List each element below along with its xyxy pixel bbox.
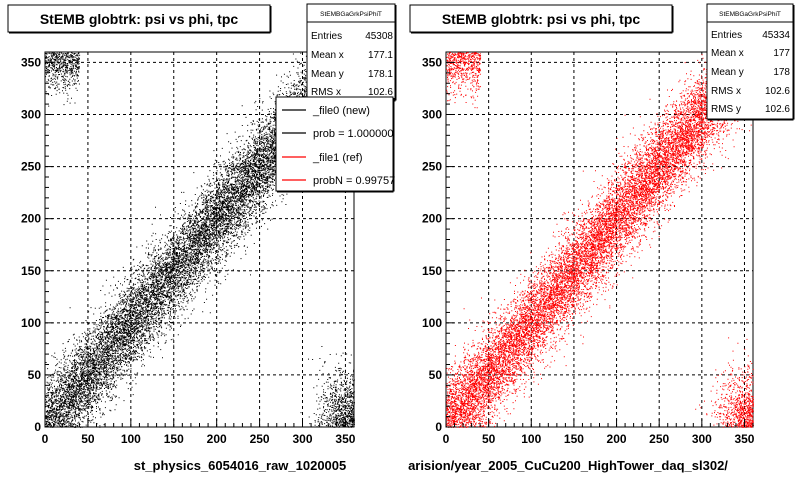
x-tick-label: 300 bbox=[692, 432, 712, 446]
y-tick-label: 100 bbox=[21, 316, 41, 330]
x-tick-label: 200 bbox=[207, 432, 227, 446]
right-stats-value-mean-y: 178 bbox=[773, 67, 790, 78]
right-stats-label-rms-y: RMS y bbox=[711, 104, 741, 115]
right-stats-label-entries: Entries bbox=[711, 30, 742, 41]
right-stats-name: StEMBGaGrkPsiPhiT bbox=[719, 11, 781, 18]
left-scatter-points bbox=[45, 52, 355, 428]
right-y-axis: 0 50 100 150 200 250 300 350 bbox=[422, 51, 454, 434]
left-stats-value-entries: 45308 bbox=[365, 31, 393, 42]
y-tick-label: 100 bbox=[422, 316, 442, 330]
right-scatter-points bbox=[446, 52, 754, 428]
y-tick-label: 300 bbox=[21, 108, 41, 122]
legend-label-probn: probN = 0.99757 bbox=[313, 175, 395, 187]
right-stats-box: StEMBGaGrkPsiPhiT Entries 45334 Mean x 1… bbox=[706, 3, 795, 121]
right-stats-value-entries: 45334 bbox=[762, 30, 790, 41]
right-stats-value-rms-y: 102.6 bbox=[765, 104, 790, 115]
right-stats-value-mean-x: 177 bbox=[773, 48, 790, 59]
y-tick-label: 200 bbox=[422, 212, 442, 226]
left-chart-title: StEMB globtrk: psi vs phi, tpc bbox=[40, 11, 239, 27]
x-tick-label: 150 bbox=[164, 432, 184, 446]
left-grid bbox=[45, 52, 354, 427]
x-tick-label: 100 bbox=[121, 432, 141, 446]
right-stats-value-rms-x: 102.6 bbox=[765, 86, 790, 97]
y-tick-label: 350 bbox=[21, 55, 41, 69]
x-tick-label: 250 bbox=[250, 432, 270, 446]
right-stats-label-mean-x: Mean x bbox=[711, 48, 744, 59]
y-tick-label: 50 bbox=[429, 368, 443, 382]
y-tick-label: 250 bbox=[21, 160, 41, 174]
y-tick-label: 50 bbox=[28, 368, 42, 382]
left-x-axis: 0 50 100 150 200 250 300 350 bbox=[42, 419, 356, 446]
right-x-axis: 0 50 100 150 200 250 300 350 bbox=[443, 419, 755, 446]
x-tick-label: 100 bbox=[521, 432, 541, 446]
x-tick-label: 50 bbox=[482, 432, 496, 446]
left-stats-value-rms-x: 102.6 bbox=[368, 87, 393, 98]
x-tick-label: 0 bbox=[443, 432, 450, 446]
scatter-markers bbox=[446, 52, 754, 428]
left-stats-label-mean-x: Mean x bbox=[311, 50, 344, 61]
left-stats-value-mean-x: 177.1 bbox=[368, 50, 393, 61]
y-tick-label: 150 bbox=[422, 264, 442, 278]
left-y-axis: 0 50 100 150 200 250 300 350 bbox=[21, 51, 53, 434]
x-tick-label: 0 bbox=[42, 432, 49, 446]
legend-label-prob: prob = 1.000000 bbox=[313, 128, 393, 140]
x-tick-label: 250 bbox=[649, 432, 669, 446]
y-tick-label: 350 bbox=[422, 55, 442, 69]
y-tick-label: 150 bbox=[21, 264, 41, 278]
x-tick-label: 150 bbox=[564, 432, 584, 446]
left-stats-label-rms-x: RMS x bbox=[311, 87, 341, 98]
left-stats-box: StEMBGaGrkPsiPhiT Entries 45308 Mean x 1… bbox=[306, 3, 397, 102]
legend-label-file1: _file1 (ref) bbox=[312, 152, 363, 164]
left-stats-value-mean-y: 178.1 bbox=[368, 69, 393, 80]
x-tick-label: 350 bbox=[335, 432, 355, 446]
right-title-box: StEMB globtrk: psi vs phi, tpc bbox=[409, 4, 674, 34]
x-tick-label: 300 bbox=[292, 432, 312, 446]
scatter-markers bbox=[45, 52, 355, 428]
x-tick-label: 200 bbox=[607, 432, 627, 446]
x-tick-label: 50 bbox=[81, 432, 95, 446]
y-tick-label: 300 bbox=[422, 108, 442, 122]
y-tick-label: 250 bbox=[422, 160, 442, 174]
right-stats-label-mean-y: Mean y bbox=[711, 67, 744, 78]
left-x-axis-label: st_physics_6054016_raw_1020005 bbox=[134, 458, 347, 473]
left-stats-label-entries: Entries bbox=[311, 31, 342, 42]
y-tick-label: 200 bbox=[21, 212, 41, 226]
left-stats-name: StEMBGaGrkPsiPhiT bbox=[320, 11, 382, 18]
left-title-box: StEMB globtrk: psi vs phi, tpc bbox=[7, 4, 272, 34]
left-panel: StEMB globtrk: psi vs phi, tpc 0 50 100 150… bbox=[7, 3, 397, 473]
right-x-axis-label: arision/year_2005_CuCu200_HighTower_daq_… bbox=[408, 458, 728, 473]
y-tick-label: 0 bbox=[435, 420, 442, 434]
right-panel: StEMB globtrk: psi vs phi, tpc 0 50 100 150… bbox=[408, 3, 795, 473]
left-stats-label-mean-y: Mean y bbox=[311, 69, 344, 80]
right-chart-title: StEMB globtrk: psi vs phi, tpc bbox=[442, 11, 641, 27]
right-stats-label-rms-x: RMS x bbox=[711, 86, 741, 97]
legend-label-file0: _file0 (new) bbox=[312, 105, 370, 117]
x-tick-label: 350 bbox=[734, 432, 754, 446]
y-tick-label: 0 bbox=[34, 420, 41, 434]
left-legend: _file0 (new) prob = 1.000000 _file1 (ref… bbox=[275, 96, 395, 193]
